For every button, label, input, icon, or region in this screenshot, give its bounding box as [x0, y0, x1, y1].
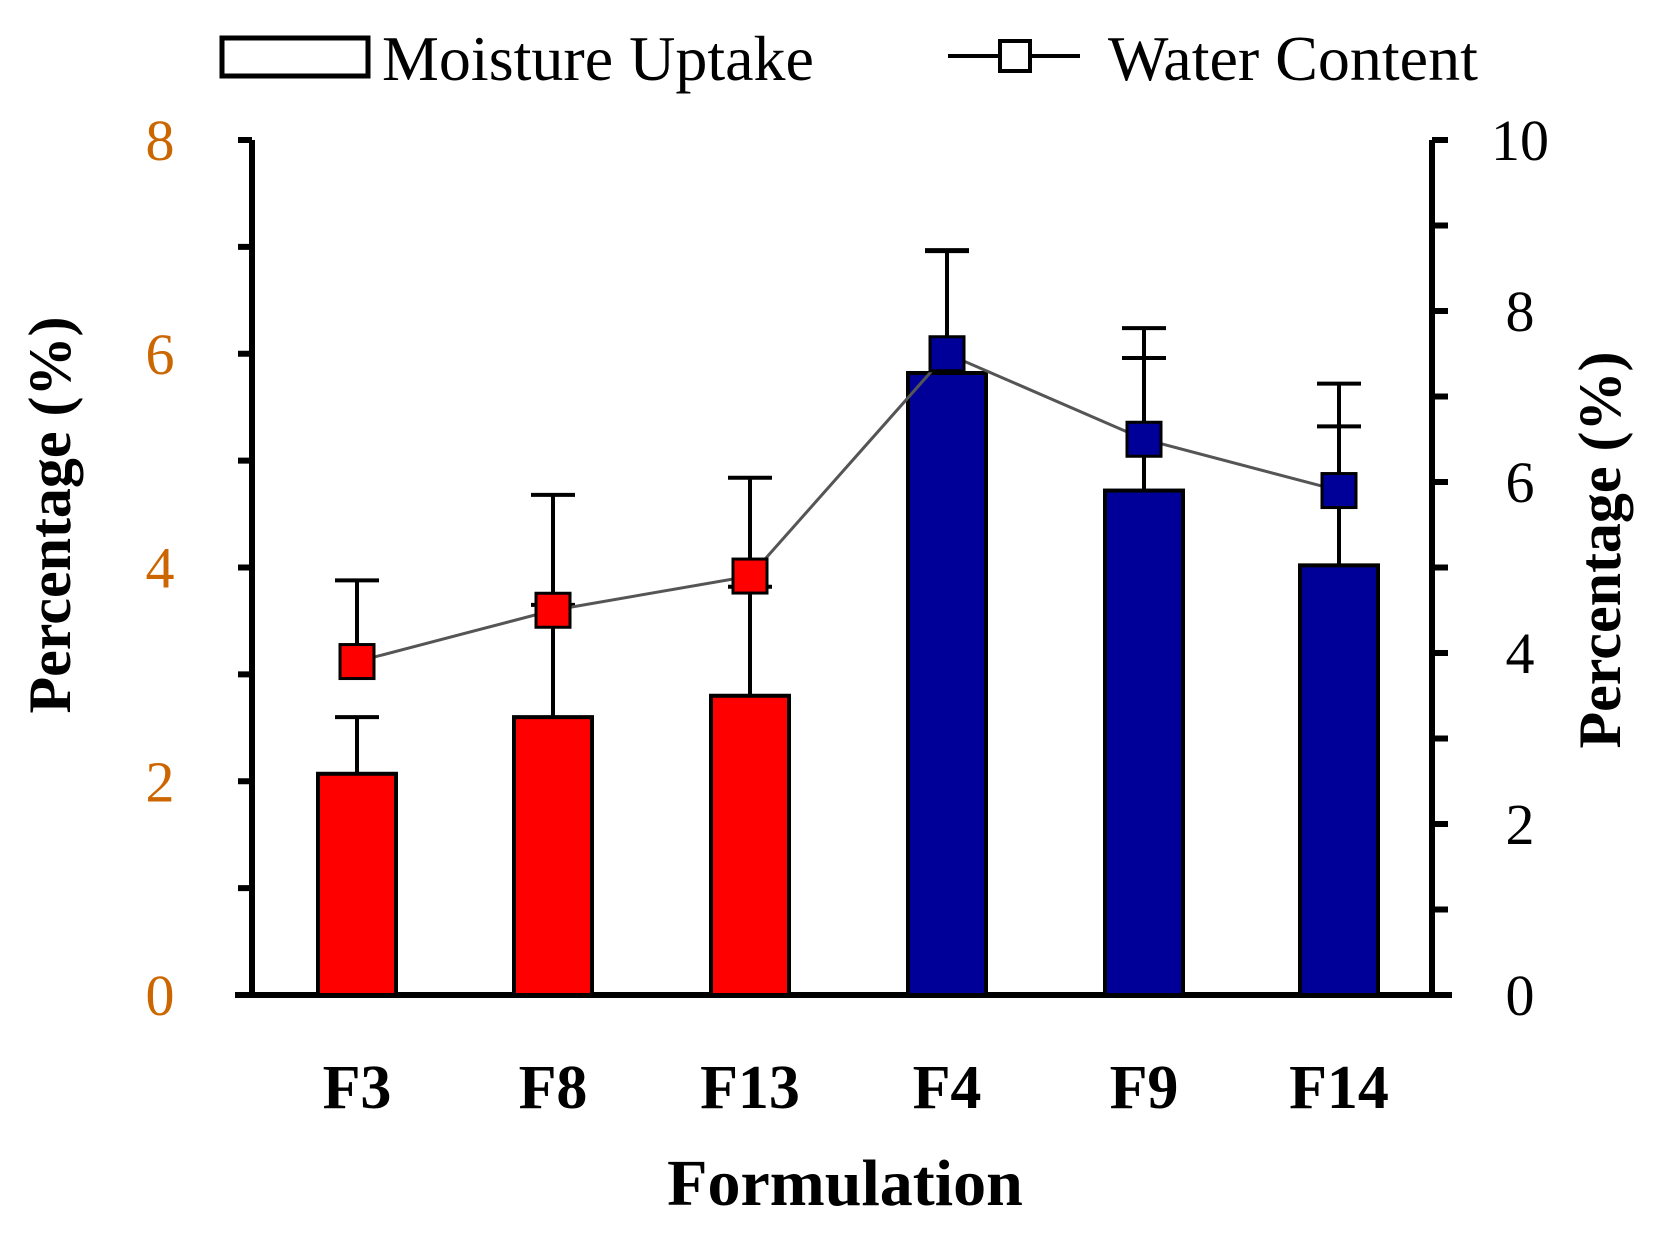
legend-bar-swatch: [219, 35, 371, 79]
y2-tick-label: 4: [1506, 621, 1535, 686]
legend-line-marker: [998, 39, 1032, 73]
water-content-point: [338, 643, 376, 681]
x-tick-label: F14: [1289, 1054, 1389, 1122]
bar: [1298, 563, 1380, 997]
plot-area: 0 2 4 6 8 0 2 4 6 8 10 F3 F8 F13 F4 F9 F14: [146, 108, 1550, 1122]
y-tick-label: 8: [146, 108, 175, 173]
bar: [709, 693, 791, 997]
y2-tick-label: 10: [1491, 108, 1549, 173]
y2-tick-label: 6: [1506, 450, 1535, 515]
legend-bar-label: Moisture Uptake: [382, 23, 814, 94]
legend-line-label: Water Content: [1108, 23, 1478, 94]
water-content-point: [1125, 420, 1163, 458]
bar: [316, 771, 398, 997]
x-tick-label: F9: [1110, 1054, 1179, 1122]
x-tick-label: F8: [519, 1054, 588, 1122]
x-tick-label: F13: [700, 1054, 800, 1122]
x-axis-title: Formulation: [667, 1147, 1023, 1220]
x-tick-label: F3: [323, 1054, 392, 1122]
bar: [512, 715, 594, 997]
y-axis-title: Percentage (%): [17, 316, 83, 713]
legend: Moisture Uptake Water Content: [219, 23, 1478, 94]
bar: [906, 370, 988, 997]
water-content-point: [928, 335, 966, 373]
x-tick-label: F4: [913, 1054, 982, 1122]
y-tick-label: 2: [146, 749, 175, 814]
water-content-line: [356, 351, 1340, 664]
water-content-point: [1320, 472, 1358, 510]
water-content-point: [534, 591, 572, 629]
y-tick-label: 4: [146, 536, 175, 601]
y2-tick-label: 2: [1506, 792, 1535, 857]
y-tick-label: 0: [146, 963, 175, 1028]
y2-tick-label: 0: [1506, 963, 1535, 1028]
y2-axis-title: Percentage (%): [1567, 351, 1633, 748]
bar: [1103, 488, 1185, 997]
water-content-point: [731, 557, 769, 595]
y2-tick-label: 8: [1506, 279, 1535, 344]
y-tick-label: 6: [146, 322, 175, 387]
